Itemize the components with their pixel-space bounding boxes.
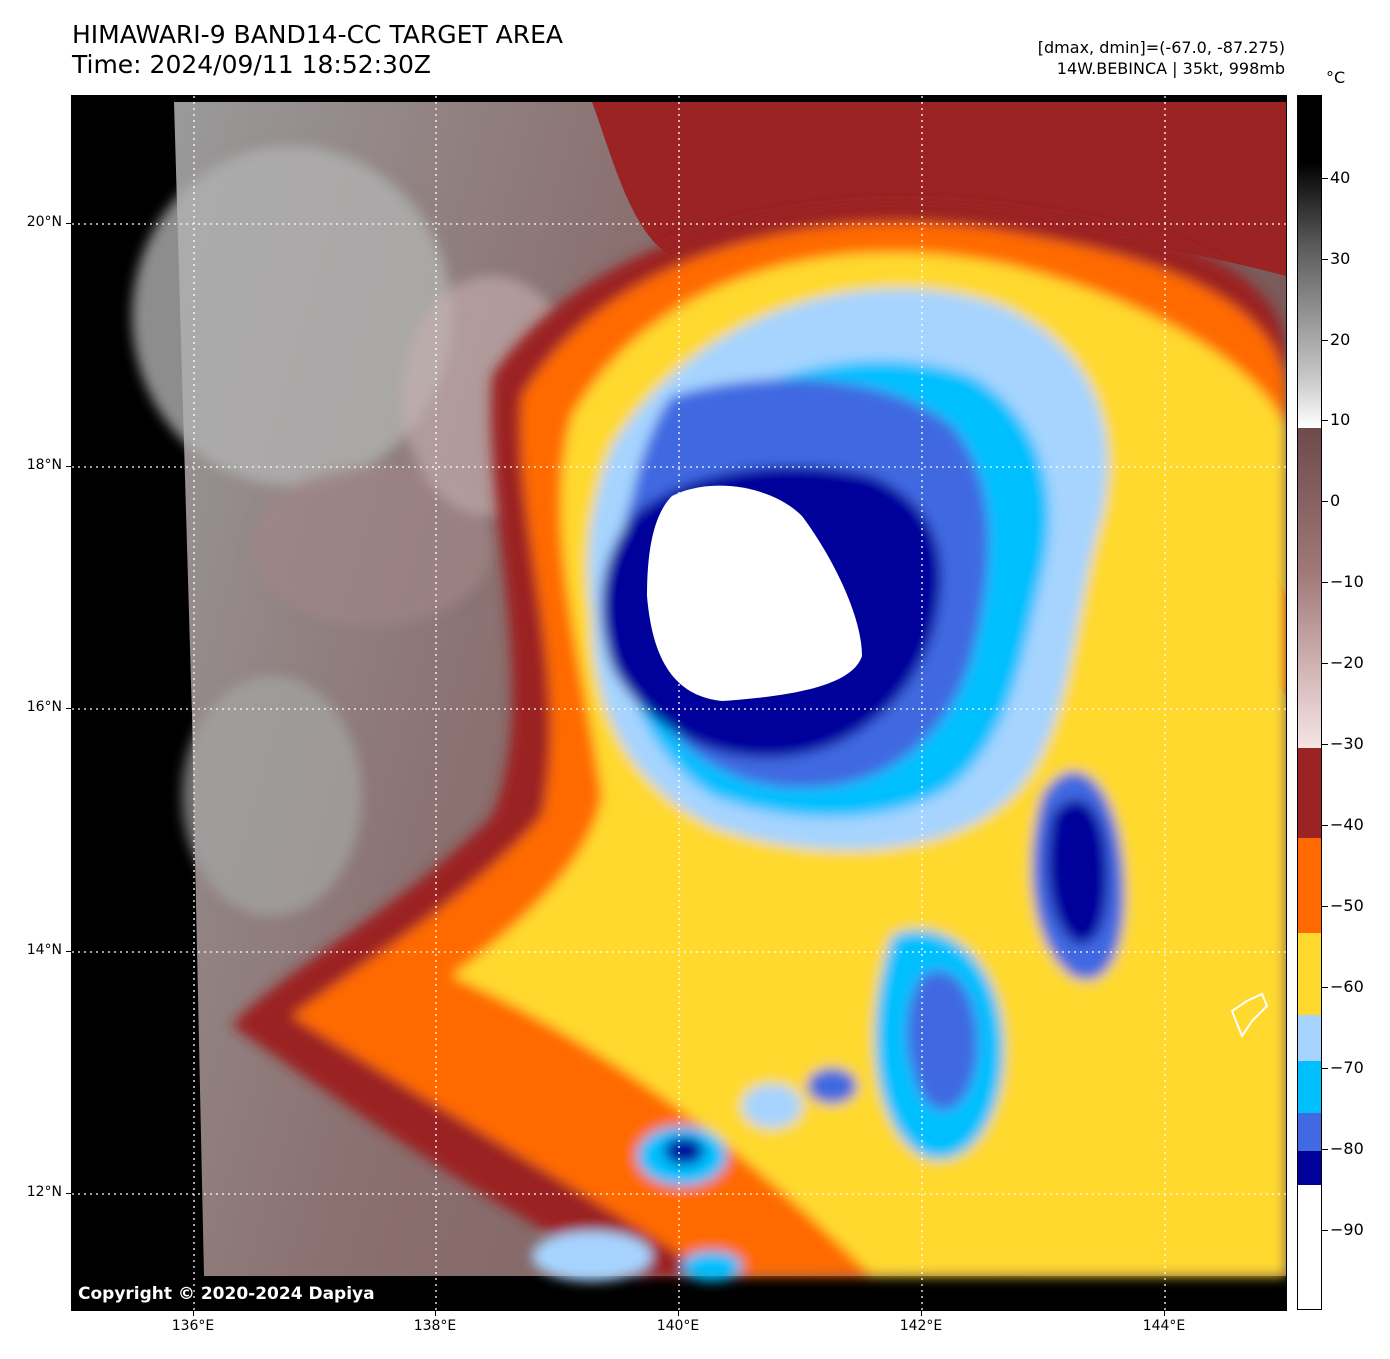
colorbar-dark-red-segment	[1298, 748, 1321, 838]
lat-tick	[66, 466, 71, 467]
lat-tick	[66, 708, 71, 709]
satellite-imagery-svg	[72, 96, 1286, 1310]
colorbar-tick	[1322, 744, 1328, 745]
lon-label: 140°E	[656, 1318, 700, 1334]
colorbar-tick	[1322, 340, 1328, 341]
lat-label: 16°N	[26, 699, 62, 715]
colorbar-tick	[1322, 582, 1328, 583]
satellite-image: Copyright © 2020-2024 Dapiya	[71, 95, 1287, 1311]
colorbar-tick	[1322, 1149, 1328, 1150]
colorbar-label: −40	[1330, 815, 1364, 834]
lon-tick	[193, 1311, 194, 1316]
colorbar-royal-blue-segment	[1298, 1113, 1321, 1151]
lat-label: 12°N	[26, 1184, 62, 1200]
colorbar-label: −90	[1330, 1220, 1364, 1239]
colorbar-label: −60	[1330, 977, 1364, 996]
lon-label: 142°E	[899, 1318, 943, 1334]
colorbar-label: −20	[1330, 653, 1364, 672]
colorbar-tick	[1322, 1068, 1328, 1069]
colorbar-tick	[1322, 178, 1328, 179]
dmax-dmin-readout: [dmax, dmin]=(-67.0, -87.275)	[1037, 38, 1285, 57]
colorbar-label: −50	[1330, 896, 1364, 915]
lat-label: 20°N	[26, 214, 62, 230]
storm-info: 14W.BEBINCA | 35kt, 998mb	[1056, 59, 1285, 78]
image-title: HIMAWARI-9 BAND14-CC TARGET AREA	[72, 20, 564, 49]
colorbar-orange-segment	[1298, 838, 1321, 933]
lat-tick	[66, 951, 71, 952]
lon-tick	[921, 1311, 922, 1316]
lat-label: 18°N	[26, 457, 62, 473]
lat-tick	[66, 1193, 71, 1194]
colorbar-tick	[1322, 259, 1328, 260]
colorbar-tick	[1322, 906, 1328, 907]
colorbar-gray-segment	[1298, 96, 1321, 428]
colorbar-tick	[1322, 987, 1328, 988]
colorbar-label: 20	[1330, 330, 1351, 349]
colorbar-label: −70	[1330, 1058, 1364, 1077]
colorbar-tick	[1322, 501, 1328, 502]
colorbar-light-blue-segment	[1298, 1015, 1321, 1061]
colorbar-label: 0	[1330, 491, 1341, 510]
lon-tick	[678, 1311, 679, 1316]
colorbar-label: −80	[1330, 1139, 1364, 1158]
colorbar-tick	[1322, 1230, 1328, 1231]
lon-tick	[435, 1311, 436, 1316]
graticule	[72, 96, 1286, 1310]
guam-coastline	[1230, 992, 1269, 1039]
colorbar-label: 10	[1330, 410, 1351, 429]
colorbar-unit: °C	[1326, 68, 1346, 87]
colorbar-tick	[1322, 825, 1328, 826]
colorbar-label: −30	[1330, 734, 1364, 753]
colorbar-label: 30	[1330, 249, 1351, 268]
coldest-cloud-tops	[647, 485, 862, 701]
colorbar-brown-segment	[1298, 428, 1321, 748]
lon-label: 138°E	[413, 1318, 457, 1334]
colorbar	[1297, 95, 1322, 1310]
lat-label: 14°N	[26, 942, 62, 958]
copyright-text: Copyright © 2020-2024 Dapiya	[78, 1284, 375, 1304]
lon-label: 144°E	[1142, 1318, 1186, 1334]
lon-label: 136°E	[171, 1318, 215, 1334]
lat-tick	[66, 223, 71, 224]
colorbar-label: −10	[1330, 572, 1364, 591]
colorbar-tick	[1322, 663, 1328, 664]
lon-tick	[1164, 1311, 1165, 1316]
colorbar-yellow-segment	[1298, 933, 1321, 1015]
colorbar-white-segment	[1298, 1185, 1321, 1309]
image-time: Time: 2024/09/11 18:52:30Z	[72, 50, 431, 79]
colorbar-navy-segment	[1298, 1151, 1321, 1185]
colorbar-label: 40	[1330, 168, 1351, 187]
colorbar-cyan-segment	[1298, 1061, 1321, 1113]
colorbar-tick	[1322, 420, 1328, 421]
